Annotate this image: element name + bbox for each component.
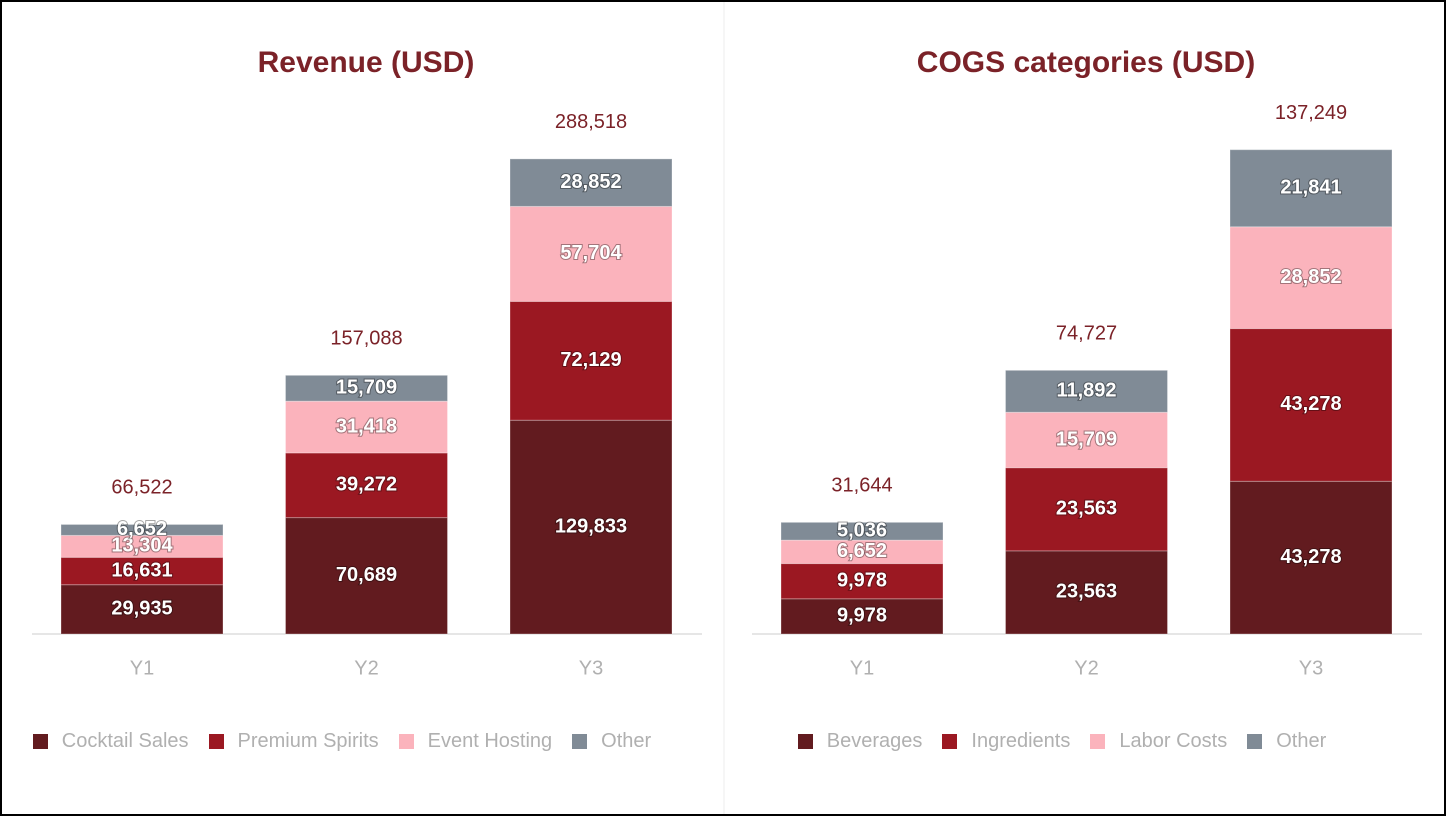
legend-label: Ingredients [971, 730, 1071, 752]
legend-swatch [572, 734, 588, 749]
data-label: 6,652 [837, 540, 887, 562]
legend-swatch [942, 734, 958, 749]
legend: Cocktail Sales Premium Spirits Event Hosti… [22, 730, 662, 753]
data-label: 28,852 [1280, 266, 1341, 288]
bar-segment [1229, 480, 1393, 635]
legend-swatch [1247, 734, 1263, 749]
bar-segment [1005, 411, 1168, 469]
bar-segment [1229, 149, 1393, 228]
data-label: 43,278 [1280, 546, 1341, 568]
legend-label: Other [1276, 730, 1327, 752]
data-label: 5,036 [837, 520, 887, 542]
legend-item: Other [572, 730, 651, 753]
bar-segment [285, 374, 448, 402]
x-tick-label: Y1 [130, 657, 154, 679]
bar-segment [60, 523, 224, 536]
legend-item: Labor Costs [1090, 730, 1227, 753]
total-label: 137,249 [1275, 102, 1347, 124]
legend-item: Ingredients [942, 730, 1070, 753]
legend-label: Event Hosting [427, 730, 553, 752]
total-label: 31,644 [831, 475, 892, 497]
legend-item: Beverages [797, 730, 923, 753]
bar-segment [1005, 369, 1168, 413]
bar-segment [1005, 550, 1168, 635]
legend-item: Premium Spirits [208, 730, 379, 753]
bar-segment [780, 598, 944, 635]
total-label: 288,518 [555, 111, 627, 133]
x-tick-label: Y3 [1299, 657, 1323, 679]
x-tick-label: Y3 [579, 657, 603, 679]
legend-swatch [1090, 734, 1106, 749]
bar-segment [509, 300, 673, 421]
x-tick-label: Y1 [850, 657, 874, 679]
total-label: 66,522 [111, 477, 172, 499]
legend-item: Other [1247, 730, 1326, 753]
legend-label: Other [601, 730, 652, 752]
data-label: 23,563 [1056, 581, 1117, 603]
legend-item: Event Hosting [398, 730, 553, 753]
total-label: 157,088 [330, 328, 402, 350]
legend-label: Labor Costs [1119, 730, 1228, 752]
bar-segment [285, 452, 448, 519]
bar-segment [60, 584, 224, 635]
legend-label: Premium Spirits [237, 730, 379, 752]
legend-label: Beverages [826, 730, 923, 752]
data-label: 6,652 [117, 518, 167, 540]
bar-segment [1005, 467, 1168, 552]
data-label: 13,304 [111, 535, 173, 557]
data-label: 21,841 [1280, 177, 1341, 199]
legend-swatch [797, 734, 813, 749]
bar-segment [285, 517, 448, 635]
bar-segment [780, 521, 944, 541]
data-label: 70,689 [336, 564, 397, 586]
bar-segment [509, 158, 673, 207]
data-label: 15,709 [336, 377, 397, 399]
data-label: 9,978 [837, 569, 887, 591]
data-label: 23,563 [1056, 498, 1117, 520]
data-label: 16,631 [111, 559, 172, 581]
legend-swatch [208, 734, 224, 749]
data-label: 57,704 [560, 242, 622, 264]
data-label: 29,935 [111, 598, 172, 620]
total-label: 74,727 [1056, 323, 1117, 345]
legend: Beverages Ingredients Labor Costs Other [742, 730, 1382, 753]
data-label: 9,978 [837, 605, 887, 627]
data-label: 31,418 [336, 415, 397, 437]
legend-swatch [32, 734, 48, 749]
legend-item: Cocktail Sales [32, 730, 189, 753]
bar-segment [60, 556, 224, 586]
bar-segment [509, 205, 673, 302]
legend-label: Cocktail Sales [61, 730, 189, 752]
bar-segment [1229, 226, 1393, 330]
bar-segment [509, 419, 673, 635]
data-label: 43,278 [1280, 393, 1341, 415]
bar-segment [780, 563, 944, 600]
legend-swatch [398, 734, 414, 749]
data-label: 72,129 [560, 349, 621, 371]
bar-segment [285, 400, 448, 454]
data-label: 129,833 [555, 515, 627, 537]
bar-segment [1229, 328, 1393, 482]
data-label: 15,709 [1056, 428, 1117, 450]
x-tick-label: Y2 [354, 657, 378, 679]
x-tick-label: Y2 [1074, 657, 1098, 679]
data-label: 11,892 [1056, 380, 1116, 402]
chart-title: COGS categories (USD) [917, 46, 1255, 79]
data-label: 39,272 [336, 474, 397, 496]
data-label: 28,852 [560, 171, 621, 193]
chart-title: Revenue (USD) [258, 46, 475, 79]
